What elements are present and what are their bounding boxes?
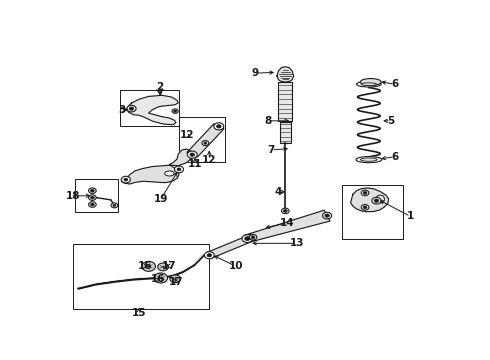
Text: 2: 2	[156, 82, 164, 92]
Ellipse shape	[361, 83, 376, 86]
Circle shape	[214, 123, 224, 130]
Text: 10: 10	[229, 261, 243, 271]
Circle shape	[363, 192, 367, 194]
Text: 14: 14	[280, 218, 295, 228]
Ellipse shape	[361, 158, 377, 161]
Polygon shape	[277, 67, 294, 82]
Bar	[280, 122, 291, 143]
Text: 4: 4	[274, 187, 281, 197]
Circle shape	[89, 188, 96, 193]
Circle shape	[154, 273, 168, 283]
Polygon shape	[245, 210, 330, 242]
Text: 11: 11	[188, 159, 202, 169]
Polygon shape	[121, 149, 192, 184]
Polygon shape	[207, 234, 255, 258]
Circle shape	[91, 189, 94, 192]
Text: 7: 7	[268, 145, 275, 155]
Circle shape	[187, 151, 197, 158]
Circle shape	[322, 212, 332, 219]
Bar	[342, 185, 403, 239]
Circle shape	[177, 168, 181, 171]
Circle shape	[158, 263, 169, 271]
Circle shape	[363, 206, 367, 209]
Bar	[73, 244, 209, 309]
Circle shape	[121, 176, 130, 183]
Text: 6: 6	[391, 79, 398, 89]
Circle shape	[361, 204, 369, 210]
Text: 15: 15	[132, 308, 147, 318]
Text: 16: 16	[138, 261, 153, 271]
Circle shape	[242, 235, 253, 243]
Polygon shape	[351, 188, 389, 212]
Circle shape	[142, 261, 155, 271]
Circle shape	[245, 237, 250, 240]
Circle shape	[361, 190, 369, 195]
Text: 17: 17	[162, 261, 176, 271]
Ellipse shape	[376, 195, 385, 203]
Ellipse shape	[165, 171, 174, 176]
Polygon shape	[126, 95, 178, 125]
Ellipse shape	[360, 78, 381, 85]
Text: 13: 13	[290, 238, 305, 248]
Text: 1: 1	[407, 211, 414, 221]
Text: 8: 8	[265, 116, 272, 126]
Text: 19: 19	[153, 194, 168, 204]
Circle shape	[204, 142, 207, 144]
Bar	[74, 179, 118, 212]
Circle shape	[372, 197, 381, 204]
Circle shape	[249, 234, 257, 240]
Circle shape	[127, 105, 136, 112]
Polygon shape	[187, 124, 224, 157]
Text: 9: 9	[251, 68, 259, 78]
Text: 5: 5	[387, 116, 394, 126]
Circle shape	[91, 196, 94, 199]
Circle shape	[89, 195, 96, 201]
Circle shape	[283, 210, 287, 212]
Text: 12: 12	[202, 155, 217, 165]
Circle shape	[204, 252, 214, 259]
Circle shape	[172, 109, 178, 113]
Text: 3: 3	[119, 105, 125, 115]
Circle shape	[325, 214, 329, 217]
Circle shape	[173, 110, 177, 112]
Circle shape	[91, 203, 94, 206]
Ellipse shape	[357, 81, 381, 87]
Bar	[179, 117, 224, 162]
Circle shape	[111, 203, 118, 208]
Circle shape	[129, 107, 134, 110]
Circle shape	[89, 202, 96, 207]
Text: 12: 12	[179, 130, 194, 140]
Text: 17: 17	[169, 276, 183, 287]
Circle shape	[190, 153, 195, 156]
Circle shape	[374, 199, 379, 202]
Circle shape	[207, 253, 212, 257]
Circle shape	[113, 204, 116, 207]
Circle shape	[174, 166, 184, 173]
Circle shape	[202, 141, 209, 145]
Text: 18: 18	[66, 191, 81, 201]
Circle shape	[217, 125, 221, 128]
Circle shape	[281, 208, 289, 214]
Bar	[120, 90, 179, 126]
Bar	[278, 82, 292, 121]
Ellipse shape	[356, 157, 382, 163]
Circle shape	[251, 236, 255, 239]
Text: 16: 16	[151, 274, 165, 284]
Text: 6: 6	[391, 152, 398, 162]
Circle shape	[124, 178, 128, 181]
Circle shape	[170, 275, 180, 283]
